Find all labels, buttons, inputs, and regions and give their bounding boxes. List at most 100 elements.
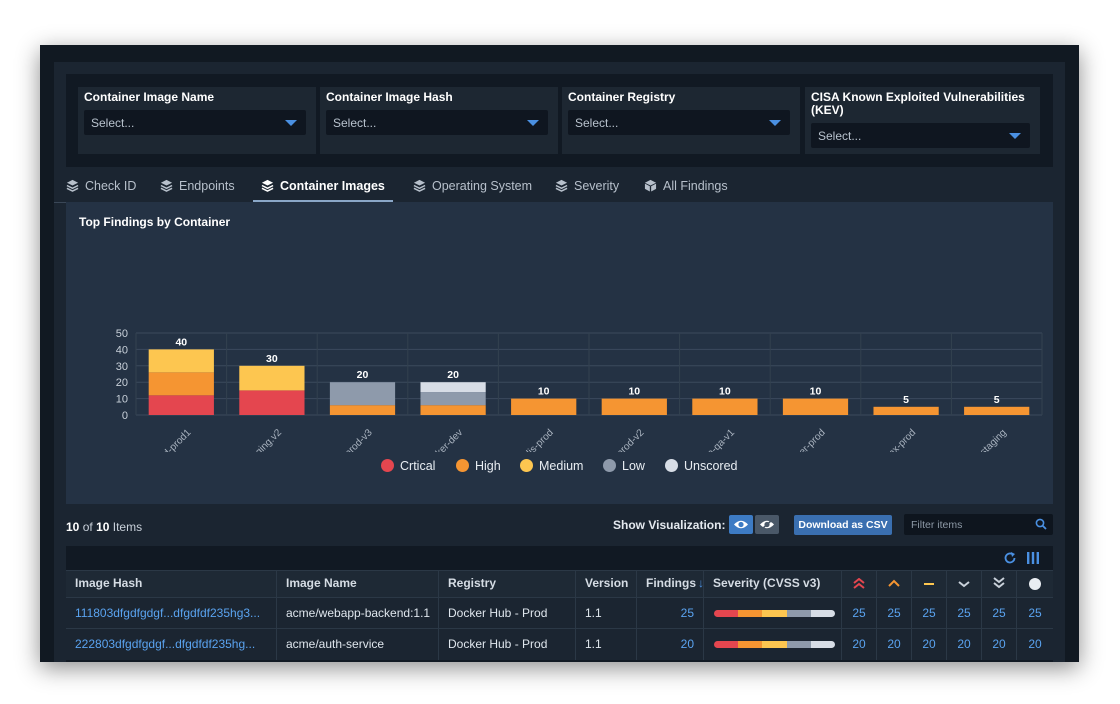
severity-bar	[714, 610, 835, 617]
layers-icon	[413, 180, 426, 193]
y-tick-label: 30	[116, 361, 128, 373]
bar-segment[interactable]	[601, 398, 667, 415]
show-visualization-button[interactable]	[729, 515, 753, 534]
legend-label: High	[475, 459, 501, 473]
bar-segment[interactable]	[148, 372, 214, 396]
select-placeholder: Select...	[818, 129, 862, 143]
header-version[interactable]: Version	[575, 571, 636, 597]
x-tick-label: cache-redis-prod	[495, 427, 556, 452]
bar-segment[interactable]	[148, 395, 214, 415]
unscored-count-link[interactable]: 20	[1016, 629, 1053, 660]
legend-item-low[interactable]: Low	[603, 459, 645, 473]
medium-count-link[interactable]: 20	[911, 629, 946, 660]
container-image-name-select[interactable]: Select...	[84, 110, 306, 135]
header-findings[interactable]: Findings↓	[636, 571, 703, 597]
container-registry-select[interactable]: Select...	[568, 110, 790, 135]
bar-segment[interactable]	[239, 390, 305, 415]
legend-item-medium[interactable]: Medium	[520, 459, 583, 473]
bar-total-label: 30	[266, 353, 278, 365]
search-icon[interactable]	[1035, 518, 1047, 530]
critical-icon	[853, 578, 865, 589]
version-cell: 1.1	[575, 598, 636, 629]
x-tick-label: inventory-api-prod-v2	[572, 427, 647, 452]
x-tick-label: webapp-backend-prod1	[111, 427, 194, 452]
critical-count-link[interactable]: 25	[841, 598, 876, 629]
low-count-link[interactable]: 25	[946, 598, 981, 629]
critical-count-link[interactable]: 20	[841, 629, 876, 660]
header-image-name[interactable]: Image Name	[276, 571, 438, 597]
download-csv-button[interactable]: Download as CSV	[794, 515, 892, 535]
bar-segment[interactable]	[964, 406, 1030, 415]
x-tick-label: analytics-worker-dev	[393, 427, 466, 452]
header-very-low[interactable]	[981, 571, 1016, 597]
bar-segment[interactable]	[420, 405, 486, 415]
legend-item-unscored[interactable]: Unscored	[665, 459, 738, 473]
kev-select[interactable]: Select...	[811, 123, 1030, 148]
tab-container-images[interactable]: Container Images	[253, 174, 393, 202]
count-of: of	[82, 520, 93, 534]
caret-down-icon	[285, 120, 297, 126]
eye-icon	[734, 520, 748, 529]
tab-endpoints[interactable]: Endpoints	[160, 174, 235, 200]
high-count-link[interactable]: 20	[876, 629, 911, 660]
x-tick-label: auth-service-staging.v2	[203, 427, 284, 452]
legend-label: Low	[622, 459, 645, 473]
legend-item-high[interactable]: High	[456, 459, 501, 473]
x-tick-label: db-migration-tool-staging	[923, 427, 1009, 452]
header-unscored[interactable]	[1016, 571, 1053, 597]
item-count: 10 of 10 Items	[66, 520, 142, 534]
bar-segment[interactable]	[692, 398, 758, 415]
very-low-count-link[interactable]: 25	[981, 598, 1016, 629]
bar-total-label: 10	[538, 386, 550, 398]
table-header-row: Image Hash Image Name Registry Version F…	[66, 571, 1053, 597]
container-image-hash-select[interactable]: Select...	[326, 110, 548, 135]
legend-label: Crtical	[400, 459, 436, 473]
filter-container-image-hash: Container Image Hash Select...	[320, 87, 558, 154]
bar-segment[interactable]	[148, 349, 214, 373]
bar-segment[interactable]	[873, 406, 939, 415]
tab-all-findings[interactable]: All Findings	[644, 174, 728, 200]
bar-segment[interactable]	[420, 392, 486, 406]
bar-segment[interactable]	[329, 382, 396, 406]
image-hash-link[interactable]: 222803dfgdfgdgf...dfgdfdf235hg...	[75, 637, 256, 651]
header-high[interactable]	[876, 571, 911, 597]
legend-item-critical[interactable]: Crtical	[381, 459, 435, 473]
filter-container-image-name: Container Image Name Select...	[78, 87, 316, 154]
table-row[interactable]: 111803dfgdfgdgf...dfgdfdf235hg3... acme/…	[66, 597, 1053, 629]
tab-label: Container Images	[280, 179, 385, 193]
medium-icon	[924, 583, 934, 585]
high-count-link[interactable]: 25	[876, 598, 911, 629]
columns-icon[interactable]	[1026, 551, 1040, 565]
bar-segment[interactable]	[329, 405, 396, 415]
tab-severity[interactable]: Severity	[555, 174, 619, 200]
low-count-link[interactable]: 20	[946, 629, 981, 660]
filter-items-input[interactable]	[904, 514, 1035, 535]
unscored-icon	[1029, 578, 1041, 590]
image-hash-link[interactable]: 111803dfgdfgdgf...dfgdfdf235hg3...	[75, 606, 261, 620]
bar-segment[interactable]	[511, 398, 577, 415]
hide-visualization-button[interactable]	[755, 515, 779, 534]
tab-label: Check ID	[85, 179, 137, 193]
select-placeholder: Select...	[91, 116, 135, 130]
unscored-count-link[interactable]: 25	[1016, 598, 1053, 629]
header-image-hash[interactable]: Image Hash	[75, 576, 143, 590]
table-row[interactable]: 222803dfgdfgdgf...dfgdfdf235hg... acme/a…	[66, 628, 1053, 660]
header-critical[interactable]	[841, 571, 876, 597]
findings-count-link[interactable]: 25	[636, 598, 703, 629]
header-registry[interactable]: Registry	[438, 571, 575, 597]
tab-check-id[interactable]: Check ID	[66, 174, 136, 200]
bar-segment[interactable]	[420, 382, 486, 393]
bar-segment[interactable]	[239, 365, 305, 391]
tab-operating-system[interactable]: Operating System	[413, 174, 532, 200]
bar-segment[interactable]	[782, 398, 849, 415]
refresh-icon[interactable]	[1003, 551, 1017, 565]
select-placeholder: Select...	[333, 116, 377, 130]
header-medium[interactable]	[911, 571, 946, 597]
header-low[interactable]	[946, 571, 981, 597]
legend-label: Medium	[539, 459, 584, 473]
medium-count-link[interactable]: 25	[911, 598, 946, 629]
very-low-count-link[interactable]: 20	[981, 629, 1016, 660]
header-severity[interactable]: Severity (CVSS v3)	[703, 571, 841, 597]
findings-count-link[interactable]: 20	[636, 629, 703, 660]
tab-label: Endpoints	[179, 179, 235, 193]
